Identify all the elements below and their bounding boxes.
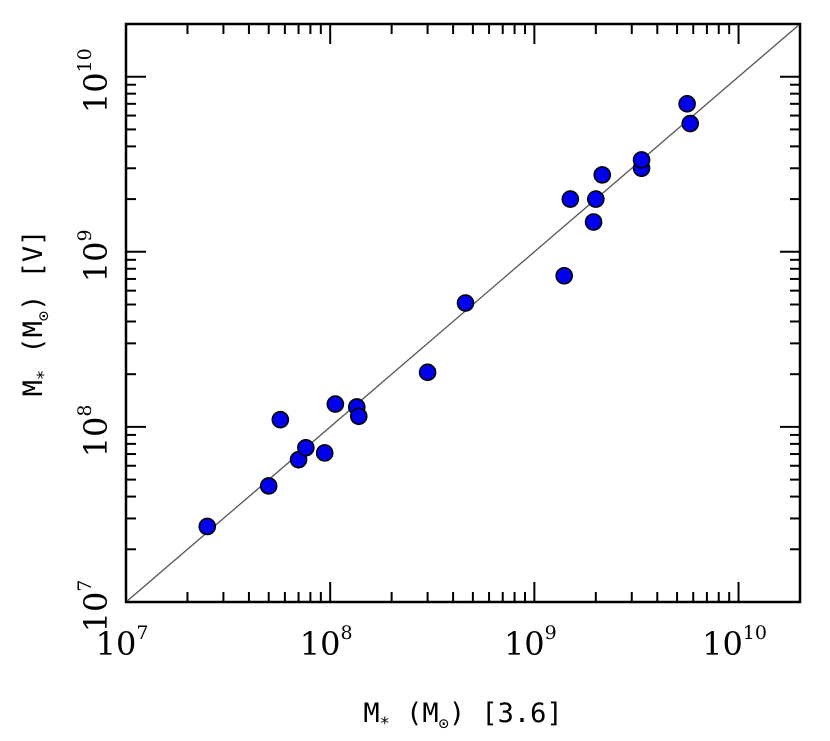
data-point	[297, 438, 315, 457]
data-point	[681, 114, 700, 133]
data-points	[198, 95, 700, 536]
y-axis-label-main: M	[18, 380, 49, 396]
x-tick-labels: 107 108 109 1010	[96, 622, 767, 663]
x-tick-label: 107	[96, 622, 149, 663]
x-axis-label-main: M	[363, 698, 379, 729]
y-axis-label: M* (M⊙) [V]	[18, 230, 54, 397]
data-point	[632, 151, 651, 169]
plot-frame	[124, 22, 802, 604]
data-point	[418, 363, 437, 382]
data-point	[456, 294, 475, 312]
axis-ticks	[125, 23, 801, 603]
one-to-one-line	[125, 23, 801, 603]
x-axis-label-tail: ) [3.6]	[449, 698, 563, 729]
data-point	[587, 190, 605, 208]
data-point	[315, 444, 334, 462]
y-tick-label: 107	[74, 580, 115, 633]
x-tick-label: 1010	[702, 622, 767, 663]
data-point	[678, 95, 696, 113]
y-tick-label: 1010	[74, 48, 115, 113]
reference-line-layer	[125, 23, 801, 603]
x-tick-label: 108	[300, 622, 353, 663]
plot-area	[124, 22, 802, 604]
data-point	[326, 395, 345, 413]
data-point	[259, 477, 278, 495]
y-axis-label-sub2: ⊙	[34, 311, 54, 321]
y-axis-label-sub1: *	[34, 370, 54, 380]
data-point	[349, 407, 368, 426]
x-tick-label: 109	[504, 622, 557, 663]
x-axis-label-sub2: ⊙	[439, 714, 449, 734]
x-axis-label: M* (M⊙) [3.6]	[363, 698, 562, 734]
data-point	[584, 213, 603, 231]
y-tick-labels: 107 108 109 1010	[74, 48, 115, 632]
data-point	[593, 166, 612, 184]
x-axis-label-mid: (M	[390, 698, 439, 729]
data-point	[561, 190, 580, 208]
x-axis-label-sub1: *	[380, 714, 390, 734]
data-point	[198, 517, 217, 536]
y-tick-label: 109	[74, 229, 115, 282]
y-axis-label-mid: (M	[18, 321, 49, 370]
y-axis-label-tail: ) [V]	[18, 230, 49, 311]
data-point	[555, 266, 573, 285]
data-point	[271, 410, 290, 429]
y-tick-label: 108	[74, 404, 115, 457]
